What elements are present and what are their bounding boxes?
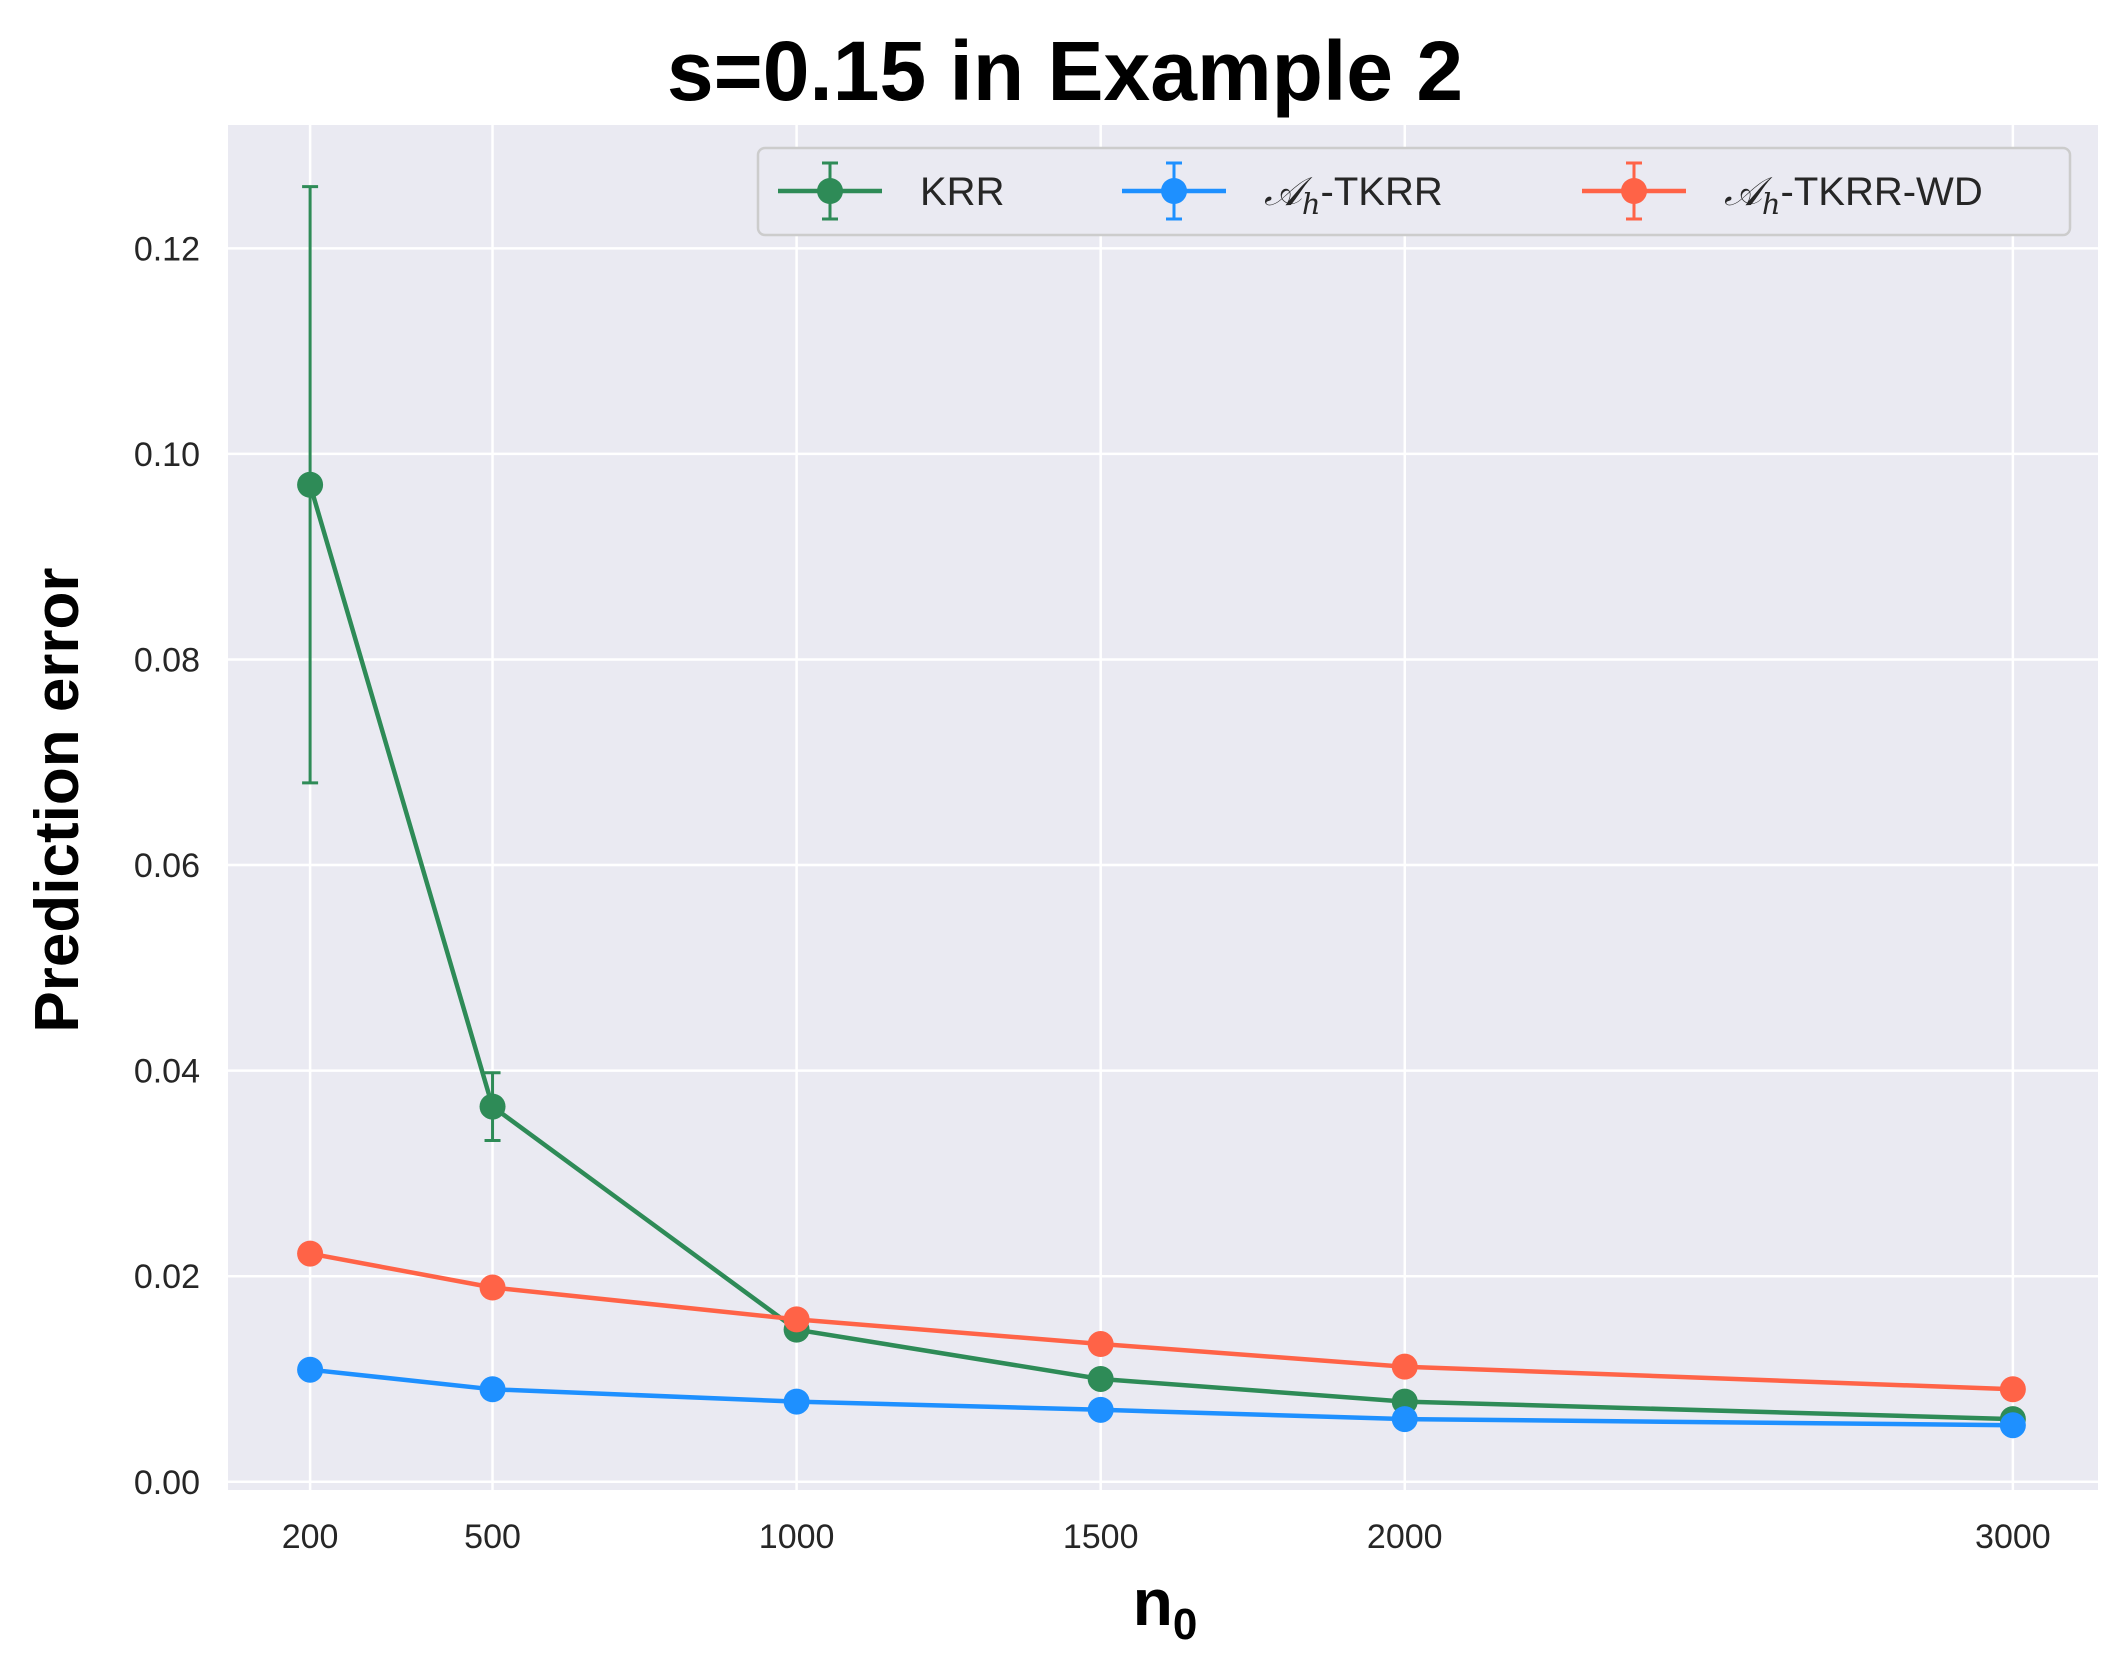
legend-frame bbox=[756, 146, 2072, 237]
legend-marker bbox=[1161, 178, 1187, 204]
legend-label: KRR bbox=[920, 170, 1004, 214]
legend-marker bbox=[1621, 178, 1647, 204]
data-point bbox=[1391, 1406, 1418, 1433]
x-axis-label: n0 bbox=[1133, 1565, 1198, 1649]
x-axis-label-subscript: 0 bbox=[1173, 1600, 1197, 1649]
data-point bbox=[479, 1093, 506, 1120]
legend-label-text: -TKRR bbox=[1321, 170, 1443, 214]
legend-marker bbox=[817, 178, 843, 204]
data-point bbox=[297, 1356, 324, 1383]
legend-label: 𝒜h-TKRR bbox=[1264, 169, 1443, 221]
x-tick-label: 1000 bbox=[759, 1518, 835, 1556]
data-point bbox=[1391, 1353, 1418, 1380]
x-tick-label: 3000 bbox=[1975, 1518, 2051, 1556]
x-tick-label: 500 bbox=[464, 1518, 521, 1556]
series-line bbox=[309, 1367, 2013, 1428]
tick-labels: 200 500 1000 1500 2000 3000 0.00 0.02 0.04 0.06 0.… bbox=[134, 230, 2051, 1556]
series-layer bbox=[297, 185, 2026, 1439]
series-line bbox=[307, 484, 2013, 1422]
legend-entry: 𝒜h-TKRR-WD bbox=[1582, 161, 1983, 221]
grid bbox=[228, 125, 2098, 1490]
data-point bbox=[1999, 1376, 2026, 1403]
x-tick-label: 1500 bbox=[1063, 1518, 1139, 1556]
data-point bbox=[297, 1240, 324, 1267]
y-tick-label: 0.00 bbox=[134, 1464, 200, 1502]
legend-entry: KRR bbox=[778, 161, 1004, 221]
data-point bbox=[479, 1376, 506, 1403]
data-point bbox=[297, 471, 324, 498]
data-point bbox=[1999, 1412, 2026, 1439]
data-point bbox=[1087, 1396, 1114, 1423]
y-tick-label: 0.06 bbox=[134, 847, 200, 885]
data-point bbox=[1087, 1331, 1114, 1358]
legend: KRR 𝒜h-TKRR 𝒜h-TKRR-WD bbox=[756, 146, 2072, 237]
y-axis-label: Prediction error bbox=[23, 567, 92, 1032]
data-point bbox=[783, 1306, 810, 1333]
series-line bbox=[309, 1251, 2013, 1392]
data-point bbox=[783, 1388, 810, 1415]
legend-label-text: -TKRR-WD bbox=[1781, 170, 1983, 214]
legend-label: 𝒜h-TKRR-WD bbox=[1724, 169, 1983, 221]
series-3 bbox=[297, 1240, 2026, 1403]
data-point bbox=[479, 1274, 506, 1301]
legend-label-subscript: h bbox=[1762, 187, 1781, 221]
chart-title: s=0.15 in Example 2 bbox=[667, 24, 1463, 118]
series-2 bbox=[297, 1356, 2026, 1439]
y-tick-label: 0.12 bbox=[134, 230, 200, 268]
y-tick-label: 0.02 bbox=[134, 1258, 200, 1296]
data-point bbox=[1087, 1365, 1114, 1392]
x-tick-label: 200 bbox=[282, 1518, 339, 1556]
x-axis-label-main: n bbox=[1133, 1565, 1173, 1639]
y-tick-label: 0.04 bbox=[134, 1053, 200, 1091]
y-tick-label: 0.10 bbox=[134, 436, 200, 474]
plot-area bbox=[228, 125, 2098, 1490]
x-tick-label: 2000 bbox=[1367, 1518, 1443, 1556]
legend-label-subscript: h bbox=[1302, 187, 1321, 221]
y-tick-label: 0.08 bbox=[134, 641, 200, 679]
